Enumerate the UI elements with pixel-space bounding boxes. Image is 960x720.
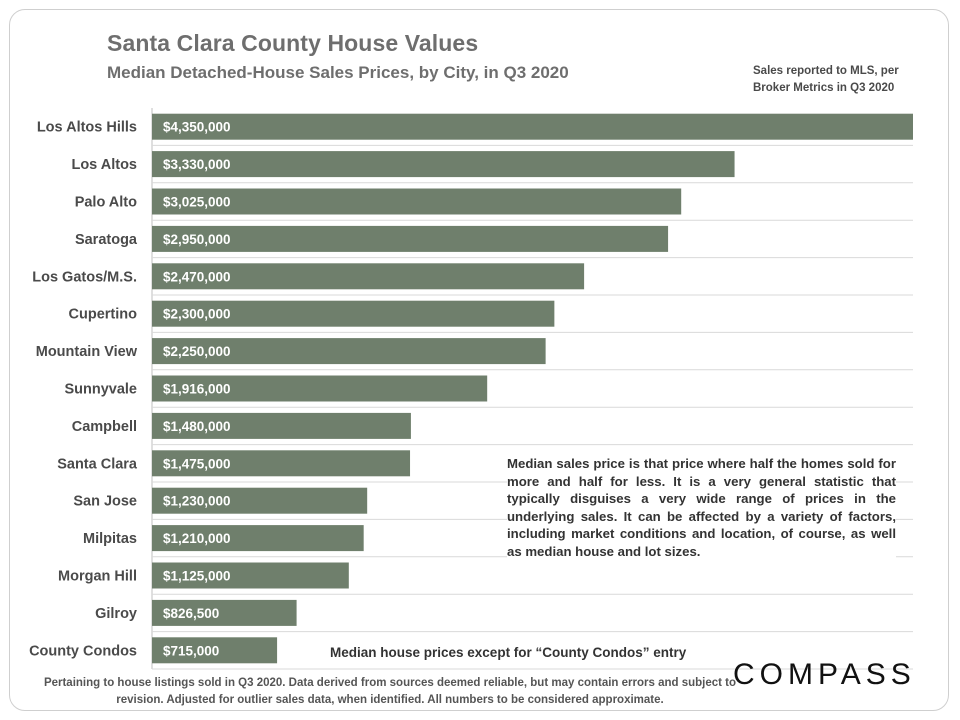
definition-note: Median sales price is that price where h… bbox=[507, 455, 896, 561]
category-label: Milpitas bbox=[83, 531, 137, 547]
bar bbox=[152, 375, 488, 402]
category-label: County Condos bbox=[29, 643, 137, 659]
bar bbox=[152, 599, 297, 626]
bar-value-label: $1,230,000 bbox=[163, 494, 231, 509]
category-label: Palo Alto bbox=[75, 195, 137, 211]
bar-value-label: $2,300,000 bbox=[163, 307, 231, 322]
category-label: Los Gatos/M.S. bbox=[32, 269, 137, 285]
bar bbox=[152, 412, 411, 439]
bar-value-label: $3,330,000 bbox=[163, 157, 231, 172]
bar-value-label: $715,000 bbox=[163, 643, 219, 658]
bar-value-label: $3,025,000 bbox=[163, 195, 231, 210]
footer-disclaimer: Pertaining to house listings sold in Q3 … bbox=[43, 677, 737, 706]
bar bbox=[152, 113, 913, 140]
category-label: Santa Clara bbox=[57, 456, 138, 472]
bar-value-label: $1,475,000 bbox=[163, 456, 231, 471]
bar-value-label: $1,916,000 bbox=[163, 382, 231, 397]
source-note: Sales reported to MLS, per Broker Metric… bbox=[753, 65, 899, 94]
category-label: Morgan Hill bbox=[58, 569, 137, 585]
category-label: Campbell bbox=[72, 419, 137, 435]
bar bbox=[152, 338, 546, 365]
chart-title: Santa Clara County House Values bbox=[107, 30, 479, 56]
bar bbox=[152, 151, 735, 178]
compass-logo: COMPASS bbox=[733, 658, 916, 691]
bar bbox=[152, 450, 411, 477]
chart-subtitle: Median Detached-House Sales Prices, by C… bbox=[107, 63, 569, 82]
bar-value-label: $1,210,000 bbox=[163, 531, 231, 546]
bar bbox=[152, 263, 585, 290]
category-label: Mountain View bbox=[36, 344, 138, 360]
bar-value-label: $2,950,000 bbox=[163, 232, 231, 247]
bar-value-label: $2,470,000 bbox=[163, 269, 231, 284]
bar bbox=[152, 525, 364, 552]
category-label: Sunnyvale bbox=[64, 382, 137, 398]
bar bbox=[152, 562, 349, 589]
category-label: Saratoga bbox=[75, 232, 138, 248]
bar-value-label: $2,250,000 bbox=[163, 344, 231, 359]
bar-value-label: $826,500 bbox=[163, 606, 219, 621]
bar bbox=[152, 300, 555, 327]
category-label: San Jose bbox=[73, 494, 137, 510]
bar bbox=[152, 188, 682, 215]
category-label: Cupertino bbox=[69, 307, 138, 323]
bar-value-label: $1,125,000 bbox=[163, 569, 231, 584]
category-label: Los Altos Hills bbox=[37, 120, 137, 136]
bar bbox=[152, 487, 368, 514]
bar-value-label: $4,350,000 bbox=[163, 120, 231, 135]
bar bbox=[152, 225, 669, 252]
condo-note: Median house prices except for “County C… bbox=[330, 645, 687, 660]
category-label: Gilroy bbox=[95, 606, 137, 622]
bar bbox=[152, 637, 278, 664]
bar-value-label: $1,480,000 bbox=[163, 419, 231, 434]
category-label: Los Altos bbox=[71, 157, 137, 173]
